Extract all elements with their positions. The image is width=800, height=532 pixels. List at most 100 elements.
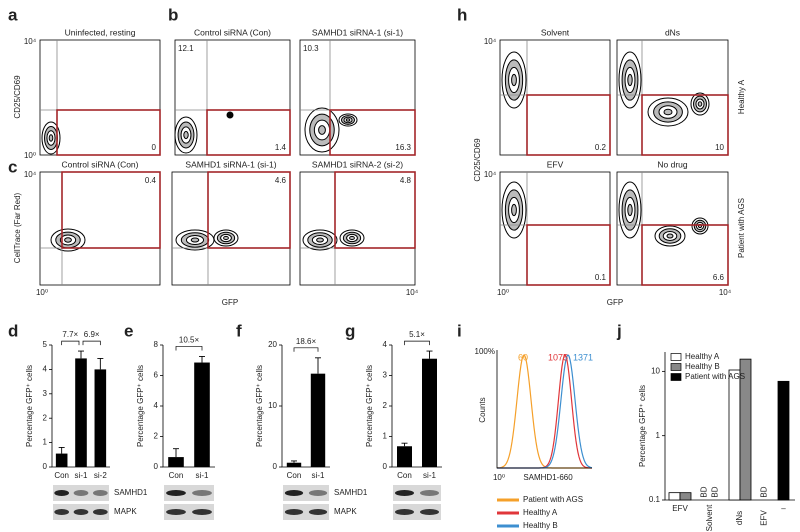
bar xyxy=(777,380,790,501)
tick-label: 10⁴ xyxy=(24,37,37,46)
panel-label: f xyxy=(236,321,242,340)
legend-label: Healthy A xyxy=(685,352,720,361)
blot-band xyxy=(284,509,304,515)
plot-title: EFV xyxy=(547,159,564,169)
tick-label: 10⁴ xyxy=(484,37,497,46)
value-label: BD xyxy=(711,486,720,497)
bracket xyxy=(293,347,319,352)
y-axis-label: Percentage GFP⁺ cells xyxy=(136,365,145,447)
axes xyxy=(496,350,592,469)
y-tick-label: 10 xyxy=(651,366,660,375)
x-tick-label: si-1 xyxy=(75,471,88,480)
gate-value: 4.8 xyxy=(400,176,412,185)
plot-title: Solvent xyxy=(541,27,570,37)
contour xyxy=(316,237,324,243)
error-bar xyxy=(78,350,84,359)
plot-title: SAMHD1 siRNA-2 (si-2) xyxy=(312,159,403,169)
bar xyxy=(310,373,326,467)
blot-label: MAPK xyxy=(334,507,357,516)
error-bar xyxy=(426,350,433,359)
blot-band xyxy=(395,490,414,496)
gate xyxy=(206,109,291,156)
panel-label: b xyxy=(168,5,178,24)
panel-label: j xyxy=(616,321,622,340)
fold-change: 10.5× xyxy=(179,336,200,345)
fold-change: 7.7× xyxy=(62,330,78,339)
legend-label: Patient with AGS xyxy=(523,495,583,504)
gate xyxy=(641,224,729,286)
bar xyxy=(75,358,87,467)
error-bar xyxy=(315,357,321,374)
gate xyxy=(526,224,611,286)
y-tick-label: 10 xyxy=(268,401,277,410)
plot-title: Control siRNA (Con) xyxy=(62,159,139,169)
gate xyxy=(207,171,291,249)
bracket xyxy=(61,340,80,346)
contour xyxy=(318,125,326,135)
blot xyxy=(283,485,329,501)
gate xyxy=(329,109,416,156)
contour xyxy=(48,134,54,142)
blot xyxy=(393,485,441,501)
blot xyxy=(283,504,329,520)
blot-band xyxy=(92,509,108,515)
blot-band xyxy=(54,509,70,515)
legend-swatch xyxy=(670,363,682,371)
bar xyxy=(728,369,741,501)
y-tick-label: 5 xyxy=(43,340,48,349)
quadrant-value: 10.3 xyxy=(303,44,319,53)
histogram-curve xyxy=(497,354,592,469)
tick-label: 10⁰ xyxy=(36,288,48,297)
contour xyxy=(183,130,189,140)
blot xyxy=(164,504,214,520)
legend-label: Patient with AGS xyxy=(685,372,745,381)
legend-swatch xyxy=(670,353,682,361)
x-tick-label: si-1 xyxy=(312,471,325,480)
x-tick-label: EFV xyxy=(672,504,688,513)
y-tick-label: 6 xyxy=(154,371,159,380)
contour xyxy=(697,101,703,107)
gate xyxy=(641,94,729,156)
panel-label: e xyxy=(124,321,133,340)
panel-label: i xyxy=(457,321,462,340)
plot-title: SAMHD1 siRNA-1 (si-1) xyxy=(312,27,403,37)
plot-title: No drug xyxy=(657,159,688,169)
gate-value: 0.2 xyxy=(595,143,607,152)
y-tick-label: 0 xyxy=(383,462,388,471)
gate xyxy=(526,94,611,156)
panel-label: c xyxy=(8,157,17,176)
contour xyxy=(228,113,232,117)
error-bar xyxy=(173,448,179,458)
y-axis-label: Percentage GFP⁺ cells xyxy=(638,385,647,467)
tick-label: 10⁰ xyxy=(24,151,36,160)
plot-title: Control siRNA (Con) xyxy=(194,27,271,37)
contour xyxy=(627,203,633,217)
y-tick-label: 1 xyxy=(383,432,388,441)
blot-band xyxy=(395,509,414,515)
quadrant-value: 12.1 xyxy=(178,44,194,53)
gate-value: 16.3 xyxy=(395,143,411,152)
gate xyxy=(334,171,416,249)
y-tick-label: 8 xyxy=(154,340,159,349)
plot-title: dNs xyxy=(665,27,680,37)
blot-band xyxy=(73,509,89,515)
bracket xyxy=(82,340,101,346)
blot-band xyxy=(420,490,439,496)
y-tick-label: 2 xyxy=(383,401,388,410)
blot-band xyxy=(73,490,89,496)
contour xyxy=(223,235,229,241)
row-label: Patient with AGS xyxy=(737,198,746,258)
legend-label: Healthy B xyxy=(685,362,720,371)
bar xyxy=(194,362,210,467)
contour xyxy=(511,73,517,87)
x-axis-label: GFP xyxy=(222,298,238,307)
contour xyxy=(345,118,351,122)
blot xyxy=(393,504,441,520)
y-tick-label: 4 xyxy=(154,401,159,410)
y-axis-label: CD25/CD69 xyxy=(473,138,482,182)
bar xyxy=(397,446,412,467)
x-tick-label: Con xyxy=(54,471,69,480)
tick-label: 10⁴ xyxy=(484,170,497,179)
blot-label: SAMHD1 xyxy=(114,488,148,497)
blot-band xyxy=(420,509,439,515)
